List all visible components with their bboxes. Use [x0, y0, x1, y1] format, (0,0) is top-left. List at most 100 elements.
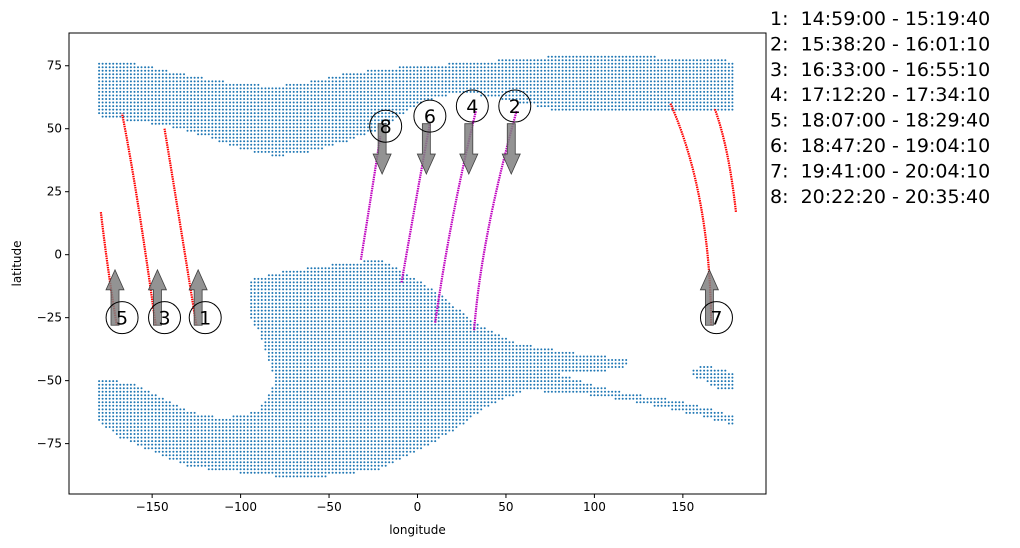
coverage-dot — [165, 101, 168, 104]
coverage-dot — [282, 475, 285, 478]
coverage-dot — [724, 87, 727, 90]
coverage-dot — [664, 101, 667, 104]
coverage-dot — [437, 90, 440, 93]
coverage-dot — [338, 394, 341, 397]
coverage-dot — [444, 394, 447, 397]
coverage-dot — [423, 415, 426, 418]
coverage-dot — [363, 468, 366, 471]
coverage-dot — [692, 90, 695, 93]
coverage-dot — [253, 108, 256, 111]
coverage-dot — [204, 415, 207, 418]
coverage-dot — [186, 94, 189, 97]
coverage-dot — [101, 76, 104, 79]
coverage-dot — [338, 119, 341, 122]
coverage-dot — [105, 90, 108, 93]
coverage-dot — [221, 126, 224, 129]
coverage-dot — [423, 69, 426, 72]
coverage-dot — [257, 143, 260, 146]
coverage-dot — [646, 83, 649, 86]
coverage-dot — [331, 387, 334, 390]
coverage-dot — [526, 83, 529, 86]
coverage-dot — [267, 415, 270, 418]
coverage-dot — [282, 105, 285, 108]
coverage-dot — [731, 418, 734, 421]
coverage-dot — [165, 80, 168, 83]
coverage-dot — [214, 422, 217, 425]
coverage-dot — [405, 422, 408, 425]
coverage-dot — [642, 80, 645, 83]
coverage-dot — [239, 433, 242, 435]
coverage-dot — [151, 90, 154, 93]
coverage-dot — [179, 408, 182, 411]
coverage-dot — [628, 62, 631, 65]
coverage-dot — [236, 443, 239, 446]
coverage-dot — [409, 76, 412, 79]
coverage-dot — [207, 447, 210, 450]
coverage-dot — [278, 136, 281, 139]
coverage-dot — [490, 83, 493, 86]
coverage-dot — [282, 429, 285, 432]
coverage-dot — [550, 55, 553, 58]
coverage-dot — [374, 390, 376, 393]
coverage-dot — [536, 73, 539, 76]
coverage-dot — [218, 129, 221, 132]
coverage-dot — [144, 76, 147, 79]
coverage-dot — [239, 436, 242, 439]
coverage-dot — [278, 115, 281, 118]
coverage-dot — [306, 94, 309, 97]
coverage-dot — [229, 90, 231, 93]
coverage-dot — [211, 94, 214, 97]
coverage-dot — [533, 59, 536, 62]
coverage-dot — [275, 129, 277, 132]
coverage-dot — [211, 468, 214, 471]
coverage-dot — [359, 447, 362, 450]
coverage-dot — [165, 69, 168, 72]
coverage-dot — [193, 112, 196, 115]
coverage-dot — [703, 98, 706, 100]
coverage-dot — [218, 101, 221, 104]
coverage-dot — [211, 115, 214, 118]
coverage-dot — [681, 66, 684, 69]
coverage-dot — [476, 394, 479, 397]
coverage-dot — [377, 90, 380, 93]
coverage-dot — [161, 415, 164, 418]
coverage-dot — [565, 66, 568, 69]
coverage-dot — [427, 66, 430, 69]
coverage-dot — [115, 415, 118, 418]
coverage-dot — [122, 394, 125, 397]
coverage-dot — [349, 436, 352, 439]
coverage-dot — [183, 447, 185, 450]
coverage-dot — [285, 98, 288, 100]
coverage-dot — [292, 408, 295, 411]
coverage-dot — [303, 415, 306, 418]
coverage-dot — [543, 62, 546, 65]
coverage-dot — [388, 90, 391, 93]
coverage-dot — [246, 126, 249, 129]
coverage-dot — [211, 415, 214, 418]
coverage-dot — [175, 457, 178, 460]
coverage-dot — [105, 422, 108, 425]
coverage-dot — [639, 76, 642, 79]
coverage-dot — [607, 108, 610, 111]
coverage-dot — [635, 90, 638, 93]
coverage-dot — [345, 90, 348, 93]
coverage-dot — [635, 76, 638, 79]
coverage-dot — [161, 105, 164, 108]
coverage-dot — [473, 80, 476, 83]
coverage-dot — [462, 62, 465, 65]
coverage-dot — [211, 464, 214, 467]
coverage-dot — [356, 422, 359, 425]
coverage-dot — [685, 101, 688, 104]
coverage-dot — [310, 143, 313, 146]
coverage-dot — [462, 415, 465, 418]
coverage-dot — [642, 94, 645, 97]
coverage-dot — [154, 101, 157, 104]
coverage-dot — [186, 415, 189, 418]
coverage-dot — [278, 464, 281, 467]
coverage-dot — [313, 426, 316, 428]
coverage-dot — [165, 119, 168, 122]
coverage-dot — [207, 418, 210, 421]
coverage-dot — [267, 143, 270, 146]
coverage-dot — [586, 87, 589, 90]
coverage-dot — [278, 90, 281, 93]
